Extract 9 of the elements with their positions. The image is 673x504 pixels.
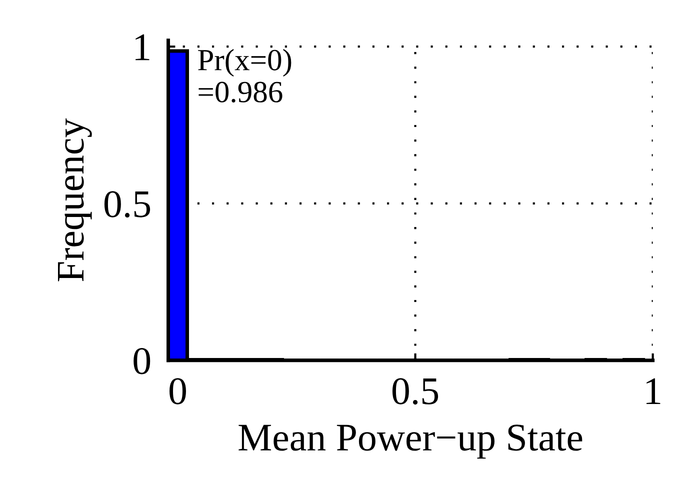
y-tick-label: 1: [136, 34, 150, 60]
x-tick-label: 0: [170, 378, 186, 404]
annotation: Pr(x=0) =0.986: [198, 48, 292, 103]
y-tick-label: 0.5: [104, 191, 150, 218]
y-axis-title: Frequency: [58, 118, 92, 282]
y-tick-label: 0: [134, 348, 150, 374]
x-axis-title: Mean Power−up State: [238, 424, 582, 459]
x-tick-label: 0.5: [392, 378, 438, 405]
x-tick-label: 1: [646, 378, 660, 404]
